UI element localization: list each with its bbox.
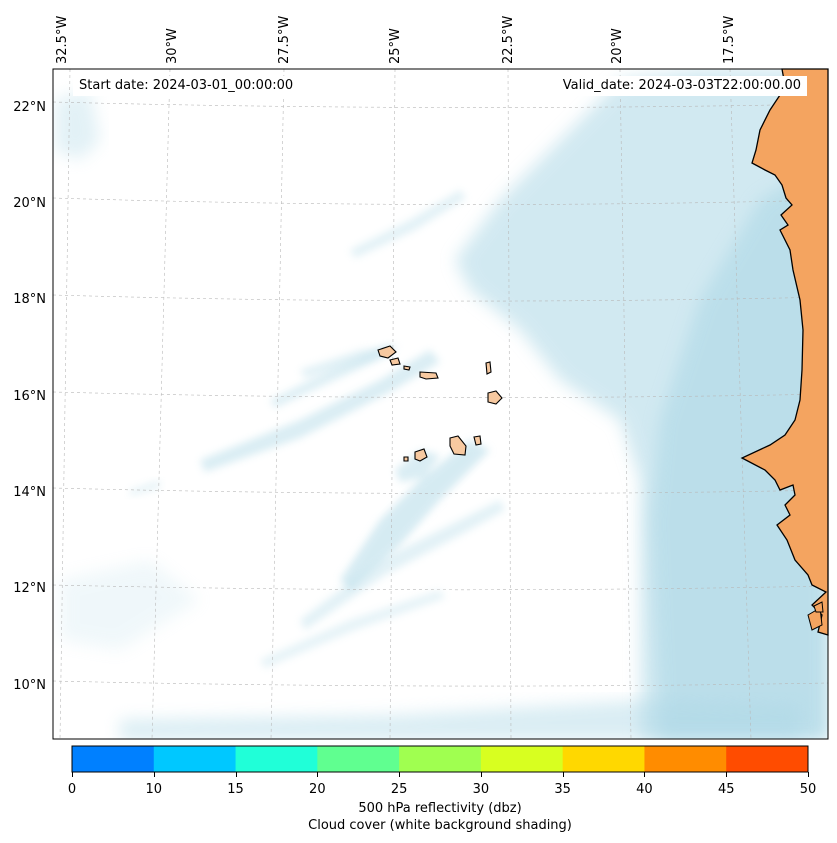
lon-label: 30°W — [165, 28, 180, 64]
lat-label: 12°N — [13, 581, 46, 596]
colorbar-tick-mark — [480, 772, 482, 777]
start-date-label: Start date: 2024-03-01_00:00:00 — [73, 76, 300, 96]
colorbar-sublabel: Cloud cover (white background shading) — [308, 818, 572, 833]
colorbar-swatch — [235, 746, 318, 772]
colorbar-frame — [71, 745, 809, 773]
colorbar-swatch — [726, 746, 809, 772]
lat-label: 16°N — [13, 389, 46, 404]
lon-label: 20°W — [610, 28, 625, 64]
cape-verde-islands — [377, 345, 503, 462]
colorbar-label: 500 hPa reflectivity (dbz) — [358, 801, 522, 816]
colorbar-tick-mark — [399, 772, 401, 777]
lon-label: 32.5°W — [55, 16, 70, 64]
lat-label: 14°N — [13, 485, 46, 500]
lat-label: 22°N — [13, 100, 46, 115]
colorbar-swatch — [644, 746, 727, 772]
valid-date-label: Valid_date: 2024-03-03T22:00:00.00 — [556, 76, 807, 96]
longitude-labels: 32.5°W 30°W 27.5°W 25°W 22.5°W 20°W 17.5… — [55, 16, 737, 64]
colorbar-swatch — [153, 746, 237, 772]
lon-label: 27.5°W — [277, 16, 292, 64]
lat-label: 20°N — [13, 196, 46, 211]
lon-label: 25°W — [388, 28, 403, 64]
colorbar-tick-label: 40 — [636, 782, 653, 797]
colorbar-tick-mark — [726, 772, 728, 777]
lon-label: 22.5°W — [501, 16, 516, 64]
colorbar-tick-mark — [235, 772, 237, 777]
colorbar-tick-mark — [153, 772, 155, 777]
colorbar-tick-mark — [72, 772, 73, 777]
graticule — [53, 69, 828, 739]
colorbar-tick-label: 35 — [554, 782, 571, 797]
colorbar-swatch — [399, 746, 482, 772]
africa-landmass — [740, 68, 829, 636]
colorbar-tick-mark — [644, 772, 646, 777]
colorbar-tick-mark — [808, 772, 809, 777]
colorbar — [71, 745, 809, 773]
colorbar-swatch — [562, 746, 645, 772]
latitude-labels: 22°N 20°N 18°N 16°N 14°N 12°N 10°N — [13, 100, 46, 693]
colorbar-tick-mark — [317, 772, 319, 777]
colorbar-tick-label: 50 — [799, 782, 817, 797]
colorbar-tick-label: 0 — [67, 782, 77, 797]
colorbar-tick-label: 25 — [390, 782, 408, 797]
colorbar-swatch — [480, 746, 564, 772]
lon-label: 17.5°W — [722, 16, 737, 64]
colorbar-tick-label: 30 — [472, 782, 490, 797]
map-border — [52, 68, 829, 740]
colorbar-tick-label: 15 — [227, 782, 244, 797]
bijagos-island-small — [813, 601, 824, 613]
colorbar-swatch — [72, 746, 155, 772]
colorbar-swatch — [317, 746, 400, 772]
colorbar-tick-label: 45 — [717, 782, 735, 797]
colorbar-tick-mark — [562, 772, 564, 777]
lat-label: 18°N — [13, 292, 46, 307]
cloud-cover-layer — [55, 69, 828, 739]
colorbar-tick-label: 20 — [309, 782, 326, 797]
lat-label: 10°N — [13, 678, 46, 693]
colorbar-tick-label: 10 — [145, 782, 163, 797]
